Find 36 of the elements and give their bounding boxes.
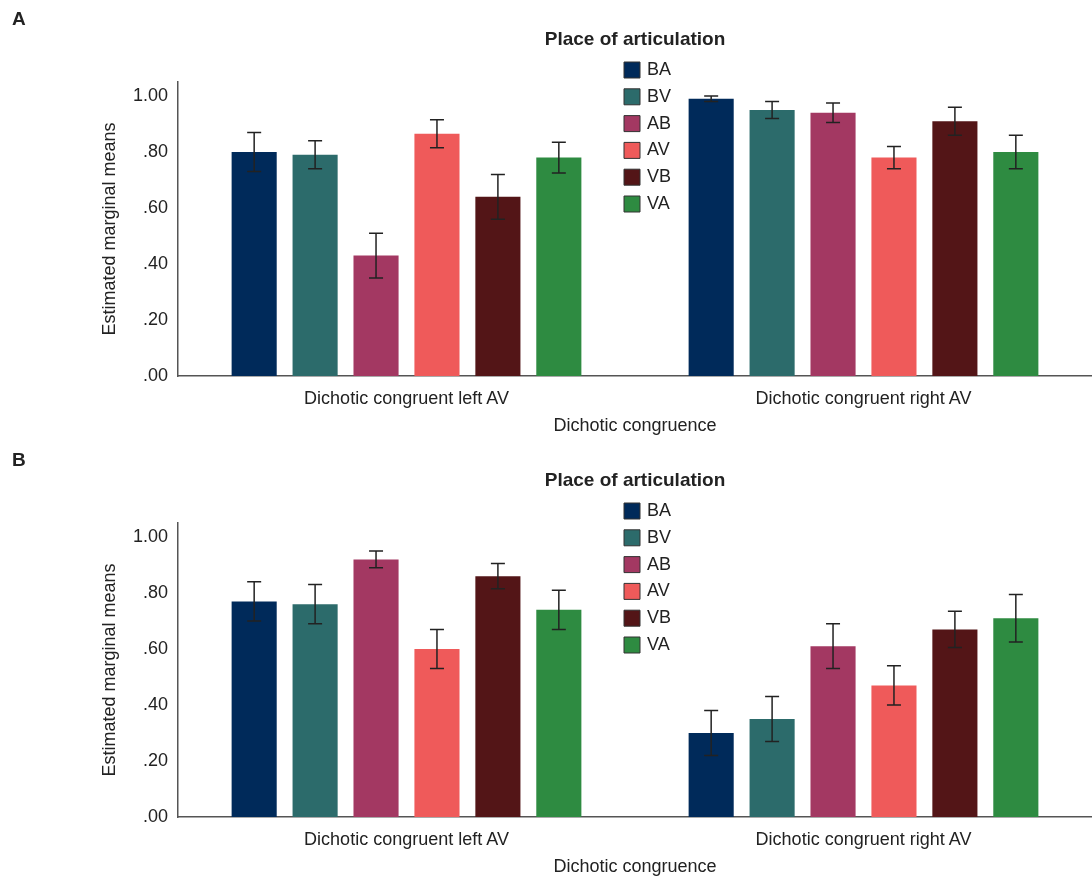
legend-label: BV	[647, 85, 672, 106]
legend-label: AV	[647, 580, 670, 601]
legend-label: BA	[647, 499, 672, 520]
x-tick-label: Dichotic congruent right AV	[755, 828, 972, 849]
y-axis-title: Estimated marginal means	[98, 563, 119, 777]
y-tick-label: 1.00	[132, 525, 168, 546]
y-tick-label: .80	[142, 140, 168, 161]
y-tick-label: .60	[142, 196, 168, 217]
legend-label: AB	[647, 112, 672, 133]
legend-label: BA	[647, 58, 672, 79]
y-tick-label: .80	[142, 581, 168, 602]
legend-title: Place of articulation	[544, 469, 726, 491]
y-tick-label: .00	[142, 805, 168, 826]
y-tick-label: .40	[142, 693, 168, 714]
legend-label: VB	[647, 607, 672, 628]
y-tick-label: 1.00	[132, 84, 168, 105]
y-tick-label: .20	[142, 749, 168, 770]
y-tick-label: .60	[142, 637, 168, 658]
legend-label: BV	[647, 526, 672, 547]
x-axis-title: Dichotic congruence	[553, 415, 717, 436]
text: A	[12, 8, 26, 30]
y-tick-label: .40	[142, 252, 168, 273]
x-tick-label: Dichotic congruent left AV	[304, 828, 509, 849]
text: B	[12, 449, 26, 471]
legend-label: AB	[647, 553, 672, 574]
y-tick-label: .00	[142, 364, 168, 385]
legend-label: VA	[647, 192, 670, 213]
y-tick-label: .20	[142, 308, 168, 329]
legend-title: Place of articulation	[544, 28, 726, 50]
y-axis-title: Estimated marginal means	[98, 122, 119, 336]
legend-label: VB	[647, 166, 672, 187]
legend-label: AV	[647, 139, 670, 160]
x-tick-label: Dichotic congruent right AV	[755, 387, 972, 408]
legend-label: VA	[647, 633, 670, 654]
x-axis-title: Dichotic congruence	[553, 856, 717, 877]
x-tick-label: Dichotic congruent left AV	[304, 387, 509, 408]
